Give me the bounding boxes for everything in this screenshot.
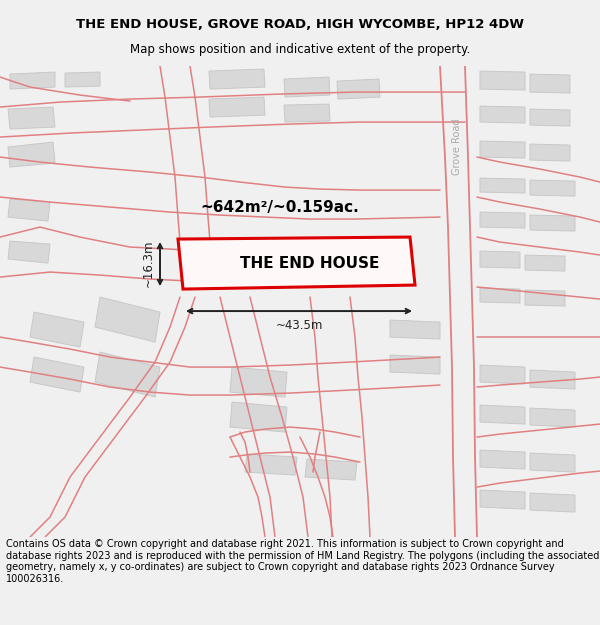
Polygon shape: [209, 69, 265, 89]
Polygon shape: [65, 72, 100, 87]
Polygon shape: [480, 212, 525, 228]
Polygon shape: [8, 142, 55, 167]
Polygon shape: [8, 241, 50, 263]
Polygon shape: [530, 453, 575, 472]
Text: Contains OS data © Crown copyright and database right 2021. This information is : Contains OS data © Crown copyright and d…: [6, 539, 599, 584]
Polygon shape: [480, 251, 520, 268]
Text: ~43.5m: ~43.5m: [275, 319, 323, 332]
Polygon shape: [95, 297, 160, 342]
Polygon shape: [530, 180, 575, 196]
Text: THE END HOUSE, GROVE ROAD, HIGH WYCOMBE, HP12 4DW: THE END HOUSE, GROVE ROAD, HIGH WYCOMBE,…: [76, 18, 524, 31]
Polygon shape: [305, 459, 357, 480]
Polygon shape: [8, 107, 55, 129]
Polygon shape: [245, 454, 297, 475]
Polygon shape: [230, 402, 287, 432]
Polygon shape: [480, 141, 525, 158]
Polygon shape: [186, 241, 253, 284]
Polygon shape: [530, 109, 570, 126]
Polygon shape: [284, 104, 330, 122]
Polygon shape: [530, 215, 575, 231]
Text: ~642m²/~0.159ac.: ~642m²/~0.159ac.: [200, 199, 359, 214]
Text: Map shows position and indicative extent of the property.: Map shows position and indicative extent…: [130, 42, 470, 56]
Polygon shape: [390, 320, 440, 339]
Polygon shape: [178, 237, 415, 289]
Polygon shape: [30, 312, 84, 347]
Polygon shape: [480, 450, 525, 469]
Polygon shape: [480, 405, 525, 424]
Polygon shape: [390, 355, 440, 374]
Polygon shape: [230, 367, 287, 397]
Polygon shape: [530, 370, 575, 389]
Polygon shape: [480, 490, 525, 509]
Polygon shape: [525, 255, 565, 271]
Polygon shape: [10, 72, 55, 89]
Polygon shape: [530, 493, 575, 512]
Polygon shape: [284, 77, 330, 97]
Polygon shape: [480, 71, 525, 90]
Polygon shape: [530, 408, 575, 427]
Text: ~16.3m: ~16.3m: [142, 239, 155, 287]
Polygon shape: [95, 352, 160, 397]
Polygon shape: [8, 199, 50, 221]
Polygon shape: [530, 74, 570, 93]
Polygon shape: [209, 97, 265, 117]
Polygon shape: [30, 357, 84, 392]
Polygon shape: [530, 144, 570, 161]
Polygon shape: [480, 365, 525, 384]
Polygon shape: [480, 288, 520, 303]
Text: Grove Road: Grove Road: [452, 119, 462, 175]
Polygon shape: [337, 79, 380, 99]
Polygon shape: [480, 106, 525, 123]
Polygon shape: [480, 178, 525, 193]
Polygon shape: [525, 290, 565, 306]
Text: THE END HOUSE: THE END HOUSE: [241, 256, 380, 271]
